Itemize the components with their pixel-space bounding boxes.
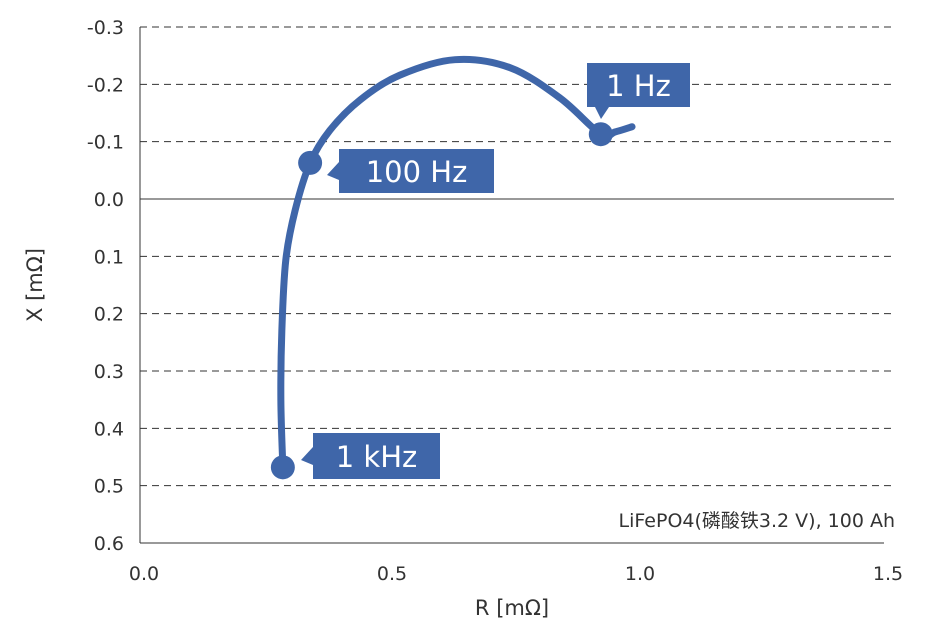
marker-label: 1 Hz (606, 69, 671, 103)
marker-point (298, 150, 323, 175)
y-tick-label: -0.2 (87, 74, 124, 96)
annotation: LiFePO4(磷酸铁3.2 V), 100 Ah (619, 510, 895, 532)
y-axis-label: X [mΩ] (23, 248, 47, 322)
marker-label: 100 Hz (366, 155, 468, 189)
y-tick-label: 0.1 (94, 246, 124, 268)
y-tick-label: -0.3 (87, 17, 124, 39)
x-axis-label: R [mΩ] (475, 596, 549, 620)
impedance-curve (277, 55, 636, 471)
x-tick-label: 1.0 (625, 563, 655, 585)
y-tick-label: 0.4 (94, 418, 124, 440)
marker-point (270, 455, 295, 480)
x-tick-label: 0.5 (377, 563, 407, 585)
x-tick-label: 1.5 (873, 563, 903, 585)
x-tick-label: 0.0 (129, 563, 159, 585)
y-tick-label: 0.3 (94, 361, 124, 383)
marker-point (588, 122, 613, 147)
callout-pointer (327, 162, 339, 180)
y-tick-label: 0.2 (94, 304, 124, 326)
callout-pointer (301, 447, 313, 465)
callout-pointer (595, 107, 609, 119)
marker-callout (339, 149, 494, 193)
marker-callout (313, 433, 440, 479)
y-tick-label: 0.6 (94, 533, 124, 555)
marker-label: 1 kHz (336, 440, 418, 474)
y-tick-label: 0.5 (94, 476, 124, 498)
y-tick-label: -0.1 (87, 132, 124, 154)
marker-callout (587, 63, 690, 107)
y-tick-label: 0.0 (94, 189, 124, 211)
